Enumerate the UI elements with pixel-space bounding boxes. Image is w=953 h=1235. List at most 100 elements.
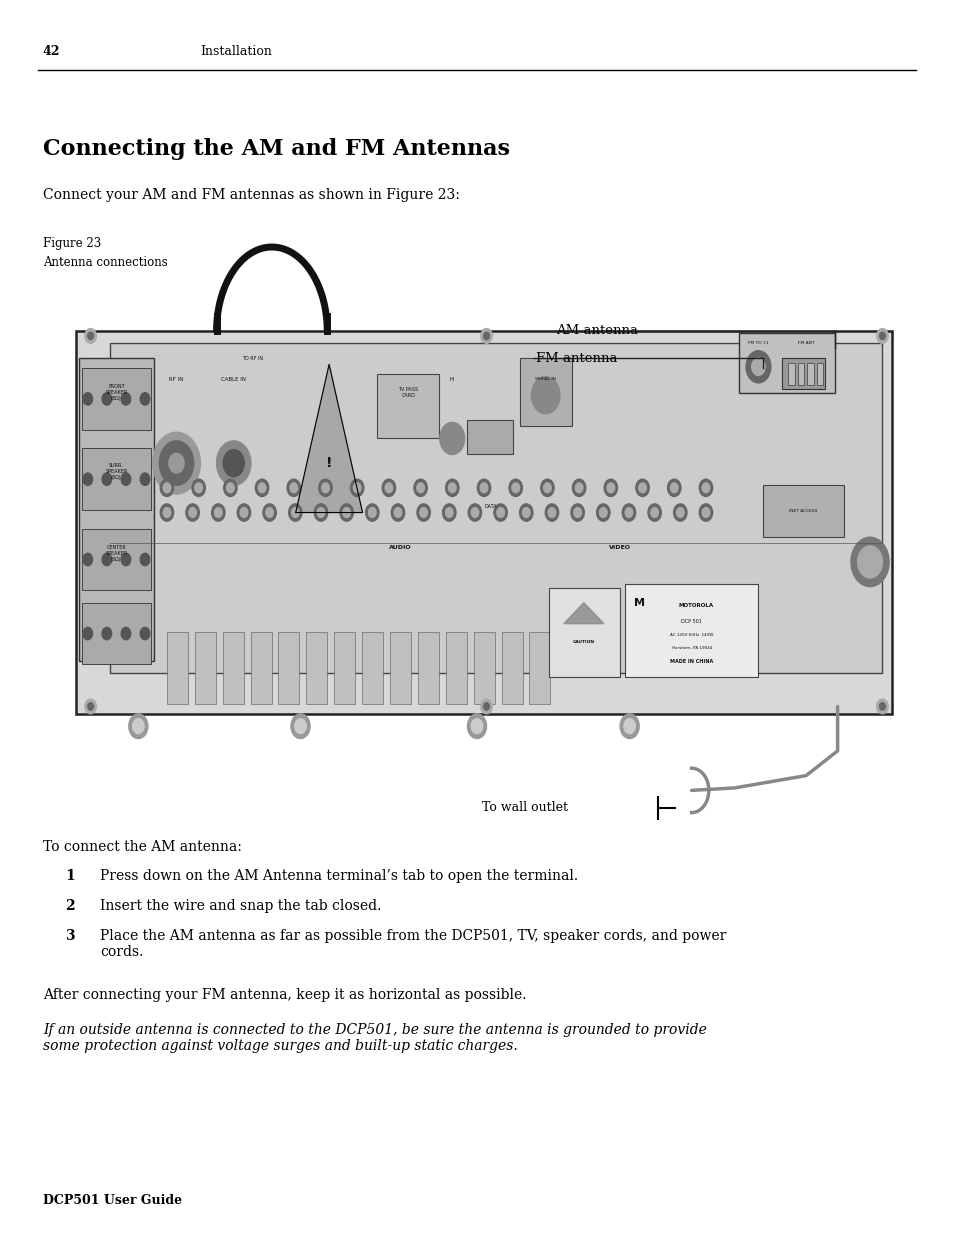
Bar: [222, 632, 243, 704]
Circle shape: [479, 483, 487, 493]
Bar: [306, 632, 327, 704]
Text: Horsham, PA 19044: Horsham, PA 19044: [671, 646, 711, 651]
Circle shape: [83, 393, 92, 405]
Bar: [362, 632, 383, 704]
Circle shape: [879, 332, 884, 340]
Text: Installation: Installation: [200, 46, 272, 58]
Bar: [82, 603, 151, 664]
Circle shape: [876, 699, 887, 714]
Circle shape: [223, 479, 236, 496]
Text: SURR.
SPEAKER
(8Ω): SURR. SPEAKER (8Ω): [105, 463, 128, 480]
Text: DATA: DATA: [483, 504, 497, 509]
Circle shape: [291, 714, 310, 739]
Circle shape: [290, 483, 297, 493]
Circle shape: [480, 699, 492, 714]
Circle shape: [448, 483, 456, 493]
Bar: [519, 358, 572, 426]
Circle shape: [212, 504, 225, 521]
Circle shape: [509, 479, 522, 496]
Bar: [467, 420, 513, 454]
Bar: [110, 343, 882, 673]
Circle shape: [850, 537, 888, 587]
Circle shape: [522, 508, 530, 517]
Circle shape: [670, 483, 678, 493]
Bar: [82, 529, 151, 590]
Text: FM antenna: FM antenna: [536, 352, 617, 364]
Circle shape: [88, 332, 93, 340]
Circle shape: [237, 504, 251, 521]
Circle shape: [391, 504, 404, 521]
Circle shape: [160, 479, 173, 496]
Circle shape: [497, 508, 504, 517]
Text: CENTER
SPEAKER
(8Ω): CENTER SPEAKER (8Ω): [105, 545, 128, 562]
Text: AUDIO: AUDIO: [389, 545, 412, 550]
Bar: [445, 632, 466, 704]
Text: Connecting the AM and FM Antennas: Connecting the AM and FM Antennas: [43, 138, 510, 161]
Circle shape: [575, 483, 582, 493]
Circle shape: [619, 714, 639, 739]
Text: Press down on the AM Antenna terminal’s tab to open the terminal.: Press down on the AM Antenna terminal’s …: [100, 869, 578, 883]
Bar: [787, 363, 794, 385]
Text: VIDEO: VIDEO: [608, 545, 631, 550]
Bar: [806, 363, 813, 385]
Circle shape: [543, 483, 551, 493]
Circle shape: [121, 627, 131, 640]
Circle shape: [194, 483, 202, 493]
Circle shape: [140, 473, 150, 485]
Circle shape: [216, 441, 251, 485]
Bar: [781, 358, 824, 389]
Text: 42: 42: [43, 46, 60, 58]
Circle shape: [414, 479, 427, 496]
Circle shape: [667, 479, 680, 496]
Circle shape: [545, 504, 558, 521]
Text: SERIAL IN: SERIAL IN: [535, 377, 556, 382]
Circle shape: [673, 504, 686, 521]
Circle shape: [636, 479, 649, 496]
Text: Antenna connections: Antenna connections: [43, 256, 168, 269]
Circle shape: [160, 504, 173, 521]
Text: FM TO 11: FM TO 11: [747, 341, 768, 346]
Circle shape: [570, 504, 583, 521]
Text: If an outside antenna is connected to the DCP501, be sure the antenna is grounde: If an outside antenna is connected to th…: [43, 1023, 706, 1052]
Circle shape: [121, 473, 131, 485]
Circle shape: [699, 504, 712, 521]
Circle shape: [163, 483, 171, 493]
Text: FRONT
SPEAKER
(8Ω): FRONT SPEAKER (8Ω): [105, 384, 128, 401]
Text: DCP501 User Guide: DCP501 User Guide: [43, 1194, 182, 1207]
Circle shape: [647, 504, 660, 521]
Bar: [390, 632, 411, 704]
Circle shape: [439, 422, 464, 454]
Bar: [334, 632, 355, 704]
Text: CAUTION: CAUTION: [572, 640, 595, 645]
Circle shape: [255, 479, 269, 496]
Circle shape: [287, 479, 300, 496]
Circle shape: [318, 479, 332, 496]
Circle shape: [316, 508, 324, 517]
Circle shape: [321, 483, 329, 493]
Text: Insert the wire and snap the tab closed.: Insert the wire and snap the tab closed.: [100, 899, 381, 913]
Circle shape: [467, 714, 486, 739]
Circle shape: [483, 703, 489, 710]
Circle shape: [169, 453, 184, 473]
Circle shape: [192, 479, 205, 496]
Circle shape: [189, 508, 196, 517]
Circle shape: [240, 508, 248, 517]
Circle shape: [140, 553, 150, 566]
Bar: [501, 632, 522, 704]
Text: DCP 501: DCP 501: [680, 619, 701, 624]
Circle shape: [83, 553, 92, 566]
Circle shape: [751, 358, 764, 375]
Circle shape: [416, 504, 430, 521]
Circle shape: [83, 473, 92, 485]
Circle shape: [292, 508, 299, 517]
Circle shape: [85, 699, 96, 714]
Text: TO RF IN: TO RF IN: [242, 356, 263, 361]
Circle shape: [621, 504, 635, 521]
Circle shape: [163, 508, 171, 517]
Circle shape: [258, 483, 266, 493]
Circle shape: [266, 508, 274, 517]
Bar: [474, 632, 495, 704]
Circle shape: [572, 479, 585, 496]
Circle shape: [102, 473, 112, 485]
Text: To wall outlet: To wall outlet: [481, 802, 567, 814]
